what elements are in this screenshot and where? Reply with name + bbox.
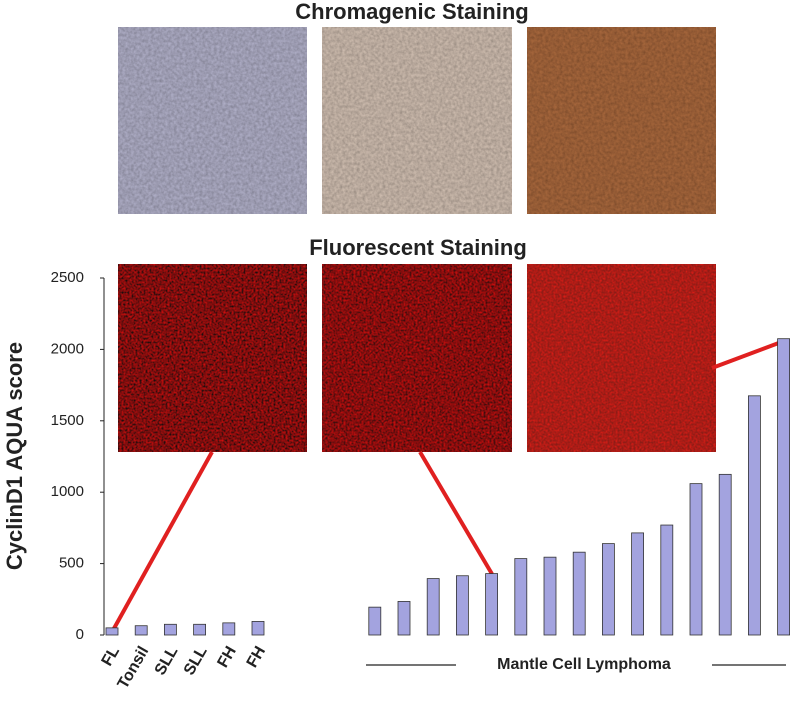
micrographs <box>118 27 716 452</box>
bar <box>368 606 382 636</box>
bar <box>572 551 586 636</box>
image <box>527 264 716 452</box>
image <box>322 27 512 214</box>
section-title: Chromagenic Staining <box>295 0 528 24</box>
bar <box>543 556 557 636</box>
bar <box>514 558 528 636</box>
bar <box>748 395 761 636</box>
x-tick-label: FH <box>215 644 240 671</box>
connectors <box>110 339 785 633</box>
bar <box>105 627 119 636</box>
section-title: Fluorescent Staining <box>309 235 527 260</box>
y-tick-label: 1000 <box>51 483 84 500</box>
bar <box>455 575 469 636</box>
x-tick-label: FH <box>244 644 269 671</box>
bar <box>426 578 440 636</box>
connector <box>110 451 214 633</box>
bar <box>397 601 411 636</box>
image <box>527 27 716 214</box>
x-tick-label: SLL <box>152 643 182 678</box>
y-axis-label: CyclinD1 AQUA score <box>2 342 27 570</box>
bar <box>660 524 674 636</box>
group-label: Mantle Cell Lymphoma <box>497 656 671 673</box>
image <box>118 27 307 214</box>
y-tick-label: 2500 <box>51 269 84 286</box>
y-tick-label: 1500 <box>51 412 84 429</box>
bar <box>602 543 615 636</box>
bar <box>193 623 207 636</box>
bar <box>222 622 236 636</box>
x-tick-label: SLL <box>181 643 211 678</box>
bar <box>134 625 148 636</box>
y-tick-label: 500 <box>59 555 84 572</box>
y-tick-label: 0 <box>76 626 84 643</box>
bar <box>689 483 703 636</box>
image <box>118 264 307 452</box>
y-tick-label: 2000 <box>51 340 84 357</box>
connector <box>418 450 494 576</box>
bar <box>631 532 644 636</box>
bar <box>163 623 177 636</box>
x-tick-label: FL <box>99 643 124 669</box>
image <box>322 264 512 452</box>
bar <box>718 473 732 636</box>
bar <box>485 573 499 636</box>
connector <box>711 339 785 370</box>
bar <box>251 621 265 636</box>
bar <box>777 338 790 636</box>
